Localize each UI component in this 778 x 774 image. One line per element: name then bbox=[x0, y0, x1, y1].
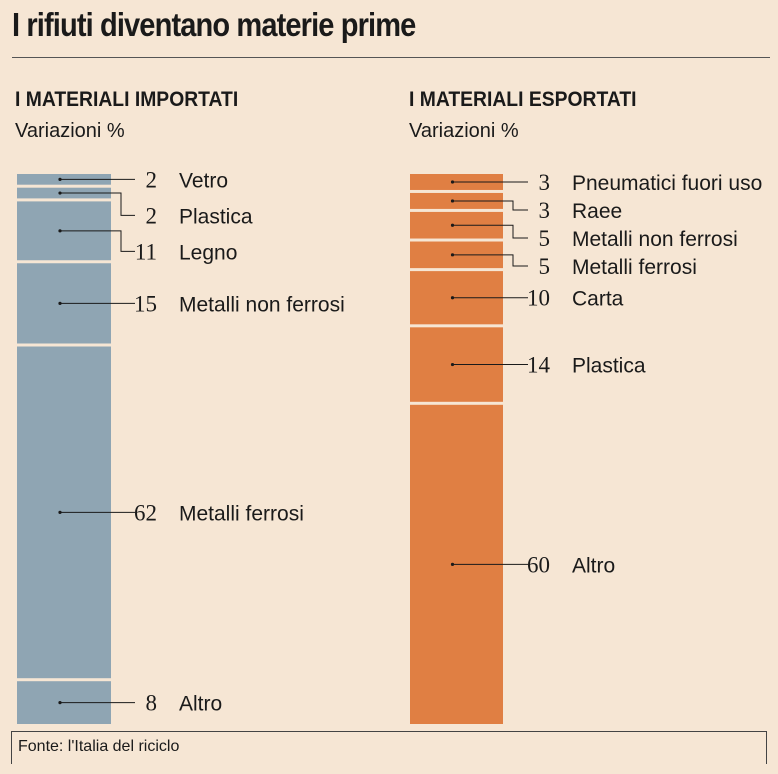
data-label-category: Raee bbox=[572, 200, 622, 223]
leader-dot bbox=[58, 191, 62, 195]
data-label-category: Metalli non ferrosi bbox=[179, 293, 345, 316]
leader-line bbox=[452, 254, 528, 267]
data-label-category: Metalli non ferrosi bbox=[572, 228, 738, 251]
data-label-value: 60 bbox=[527, 552, 550, 577]
data-label-value: 8 bbox=[146, 691, 158, 716]
leader-dot bbox=[58, 229, 62, 233]
import-section-title: I MATERIALI IMPORTATI bbox=[15, 88, 239, 111]
export-section-title: I MATERIALI ESPORTATI bbox=[409, 88, 637, 111]
leader-line bbox=[60, 230, 135, 252]
data-label-value: 5 bbox=[539, 226, 551, 251]
data-label-value: 62 bbox=[134, 500, 157, 525]
data-label-value: 3 bbox=[539, 170, 551, 195]
leader-dot bbox=[58, 510, 62, 514]
import-section-subtitle: Variazioni % bbox=[15, 120, 125, 142]
data-label-value: 14 bbox=[527, 353, 551, 378]
leader-dot bbox=[450, 562, 455, 567]
data-label-value: 2 bbox=[146, 167, 158, 192]
leader-dot bbox=[58, 701, 62, 705]
title-divider bbox=[12, 57, 770, 58]
chart-title: I rifiuti diventano materie prime bbox=[12, 6, 416, 43]
data-label-category: Carta bbox=[572, 288, 624, 311]
data-label-category: Plastica bbox=[572, 355, 646, 378]
data-label-category: Plastica bbox=[179, 205, 253, 228]
data-label-category: Legno bbox=[179, 241, 237, 264]
data-label-value: 10 bbox=[527, 286, 550, 311]
data-label-category: Metalli ferrosi bbox=[179, 502, 304, 525]
data-label-value: 2 bbox=[146, 203, 158, 228]
leader-dot bbox=[450, 199, 455, 203]
data-label-value: 3 bbox=[539, 198, 551, 223]
data-label-category: Vetro bbox=[179, 169, 228, 192]
data-label-value: 11 bbox=[135, 239, 157, 264]
source-note: Fonte: l'Italia del riciclo bbox=[11, 731, 767, 764]
leader-line bbox=[60, 192, 135, 216]
data-label-category: Metalli ferrosi bbox=[572, 256, 697, 279]
leader-dot bbox=[58, 301, 62, 305]
leader-line bbox=[452, 200, 528, 211]
leader-dot bbox=[450, 362, 455, 367]
data-label-category: Altro bbox=[572, 554, 615, 577]
leader-line bbox=[452, 224, 528, 239]
leader-dot bbox=[450, 253, 455, 257]
leader-dot bbox=[450, 180, 455, 184]
data-label-value: 15 bbox=[134, 291, 157, 316]
data-label-category: Altro bbox=[179, 693, 222, 716]
export-section-subtitle: Variazioni % bbox=[409, 120, 519, 142]
leader-dot bbox=[450, 296, 455, 300]
data-label-value: 5 bbox=[539, 254, 551, 279]
leader-dot bbox=[450, 223, 455, 227]
data-label-category: Pneumatici fuori uso bbox=[572, 172, 762, 195]
leader-dot bbox=[58, 177, 62, 181]
